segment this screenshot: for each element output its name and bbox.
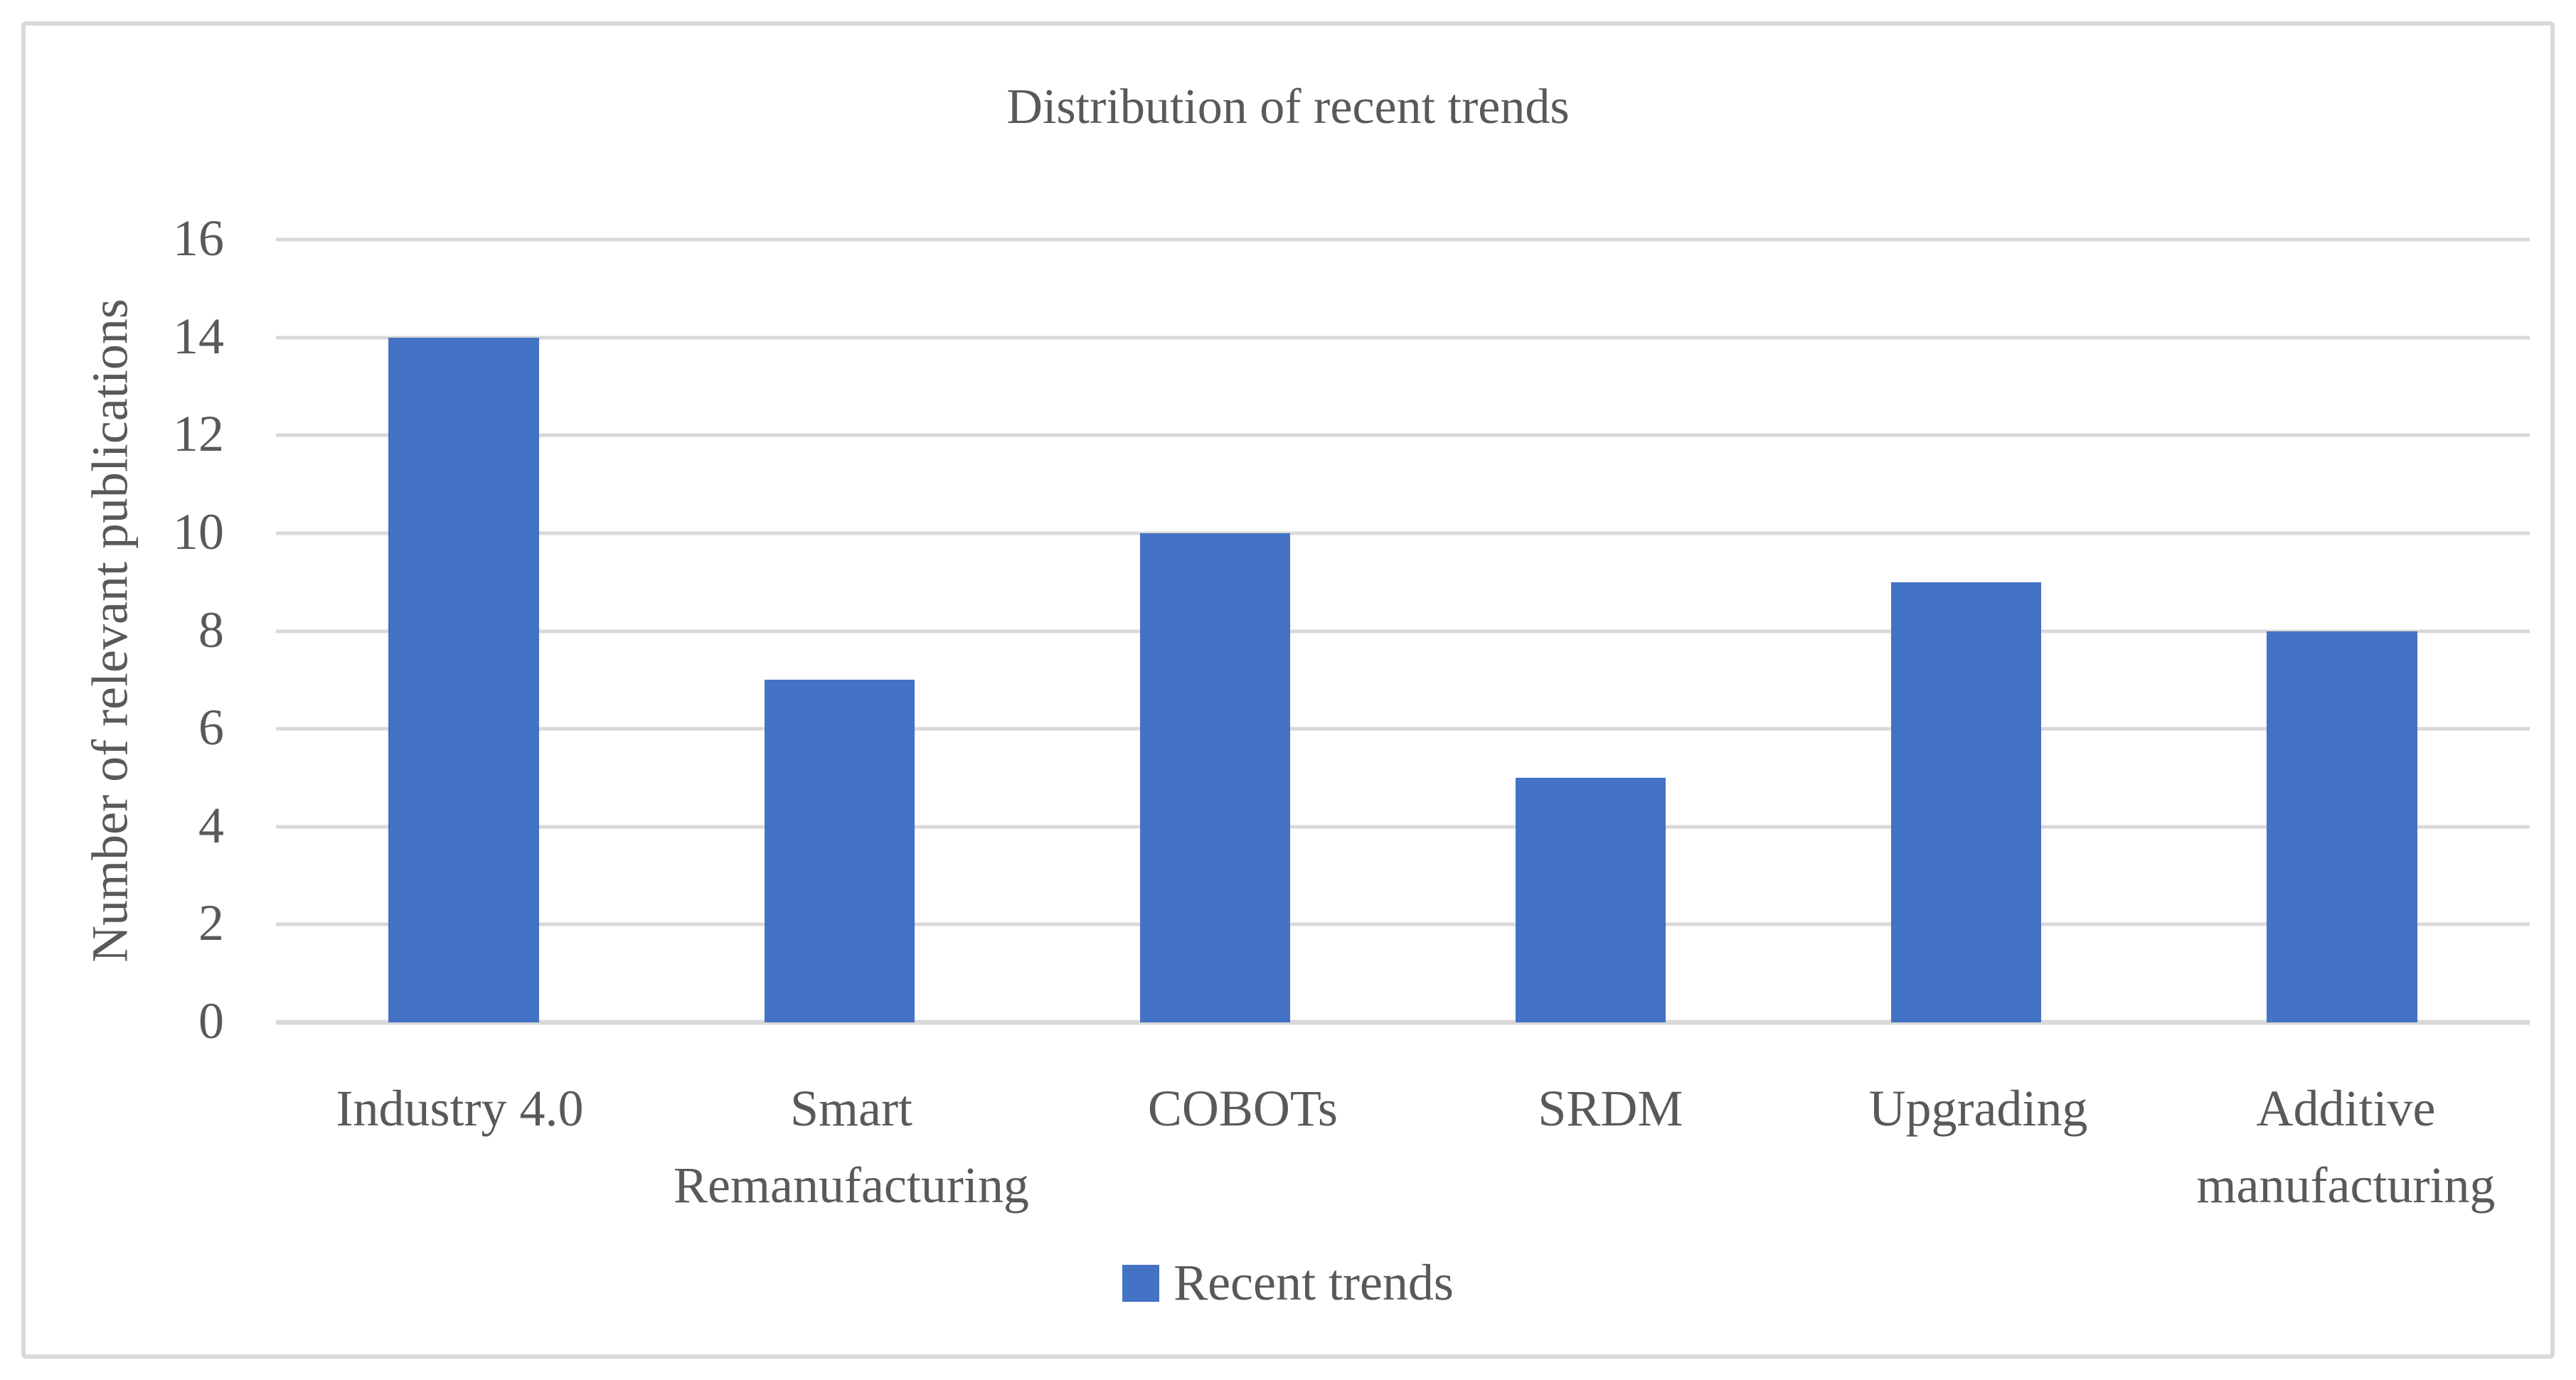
bar-slot (2154, 240, 2530, 1022)
legend: Recent trends (0, 1253, 2576, 1312)
y-tick-label: 14 (173, 307, 224, 365)
bar-4 (1891, 582, 2042, 1022)
x-category-label: Upgrading (1868, 1080, 2088, 1137)
bar-0 (388, 337, 539, 1022)
gridline (276, 531, 2530, 535)
legend-color-swatch (1122, 1264, 1160, 1302)
bar-1 (764, 680, 915, 1022)
gridline (276, 629, 2530, 633)
x-axis-category-labels: Industry 4.0 Smart Remanufacturing COBOTs S… (276, 1070, 2530, 1224)
bar-2 (1139, 533, 1291, 1022)
plot-area (276, 237, 2530, 1025)
x-category-label: Additive manufacturing (2196, 1080, 2496, 1214)
bar-slot (1403, 240, 1779, 1022)
legend-label: Recent trends (1173, 1254, 1454, 1311)
y-tick-label: 12 (173, 405, 224, 463)
y-tick-label: 16 (173, 209, 224, 267)
bar-series (276, 240, 2530, 1022)
y-tick-label: 0 (198, 992, 224, 1049)
bar-slot (651, 240, 1027, 1022)
y-tick-label: 4 (198, 796, 224, 854)
x-category-label: SRDM (1538, 1080, 1683, 1137)
x-category-label: Smart Remanufacturing (674, 1080, 1029, 1214)
y-axis-tick-labels: 16 14 12 10 8 6 4 2 0 (0, 210, 224, 1049)
bar-slot (1027, 240, 1403, 1022)
bar-slot (276, 240, 651, 1022)
y-tick-label: 10 (173, 503, 224, 560)
gridline (276, 433, 2530, 437)
bar-slot (1779, 240, 2154, 1022)
chart-title: Distribution of recent trends (1006, 80, 1570, 134)
bar-5 (2267, 631, 2417, 1022)
x-category-label: COBOTs (1147, 1080, 1338, 1137)
gridline (276, 825, 2530, 829)
gridline (276, 727, 2530, 731)
x-axis-line (276, 1020, 2530, 1025)
y-tick-label: 2 (198, 894, 224, 952)
bar-3 (1515, 777, 1666, 1022)
gridline (276, 237, 2530, 242)
gridline (276, 336, 2530, 340)
gridline (276, 922, 2530, 926)
x-category-label: Industry 4.0 (336, 1080, 584, 1137)
y-tick-label: 6 (198, 698, 224, 756)
y-tick-label: 8 (198, 601, 224, 658)
